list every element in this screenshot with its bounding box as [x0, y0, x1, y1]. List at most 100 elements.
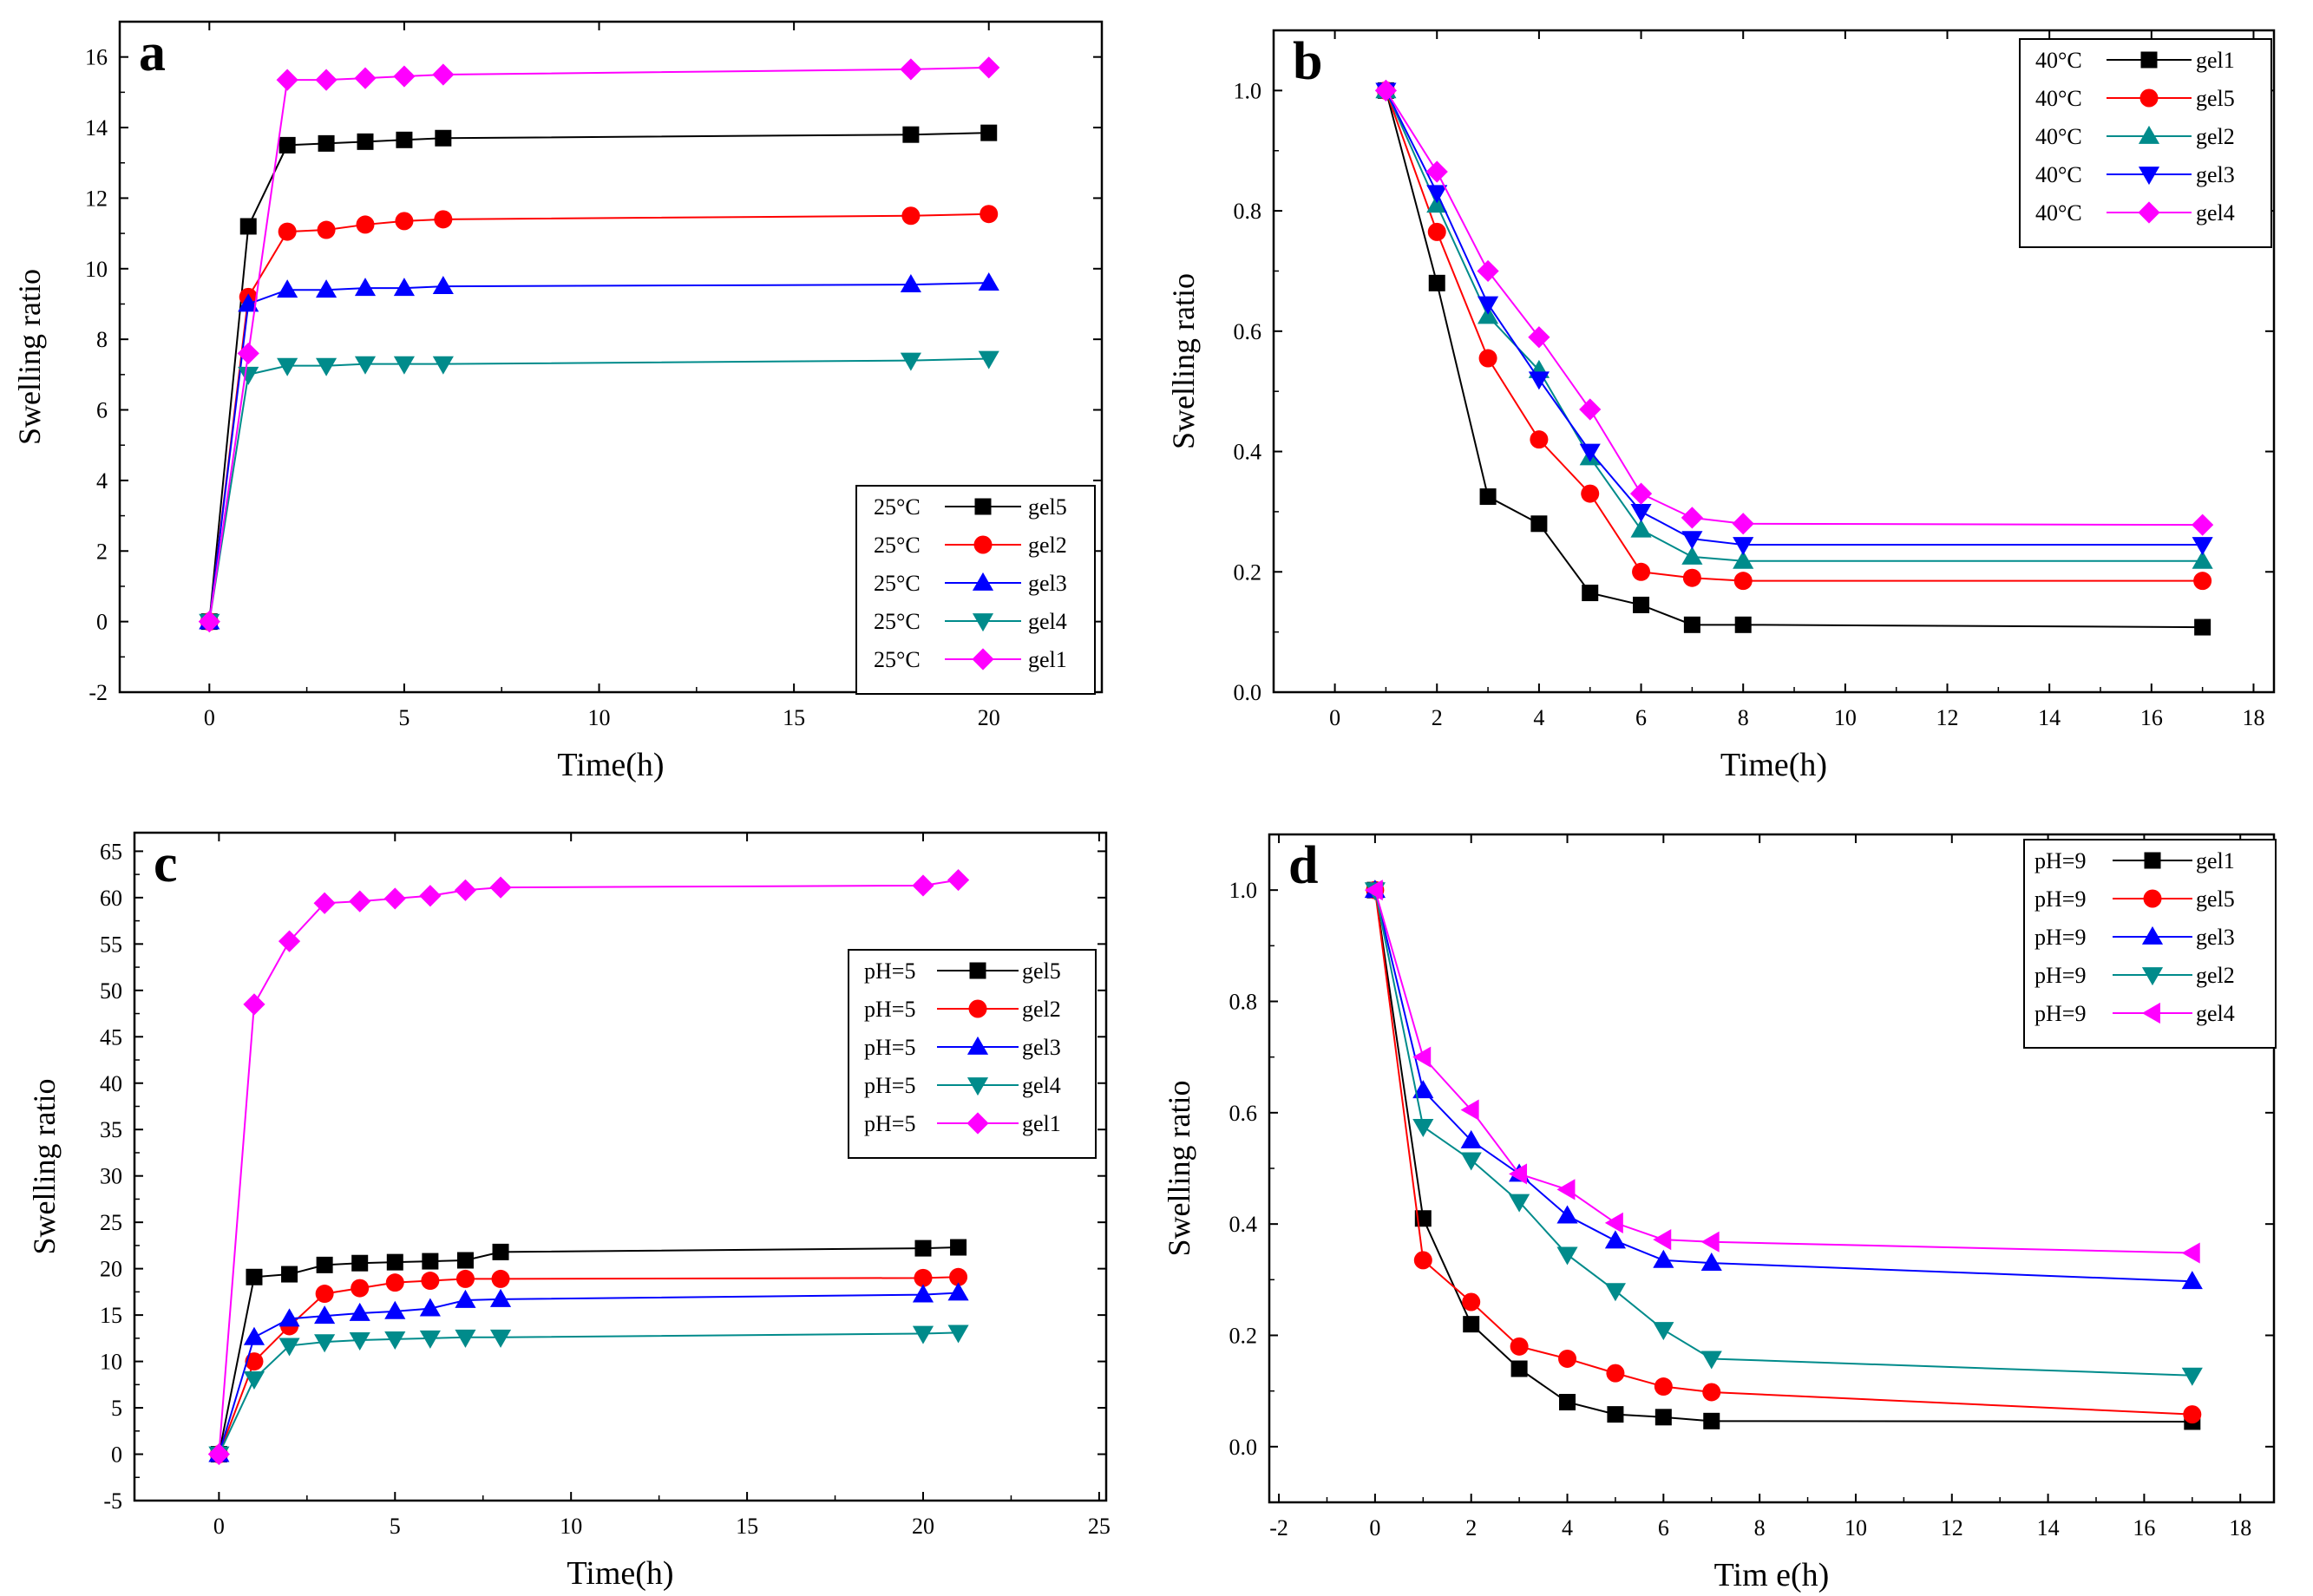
- legend-condition: pH=5: [864, 1035, 915, 1060]
- data-point: [1428, 274, 1445, 291]
- data-point: [1654, 1377, 1673, 1396]
- legend-condition: pH=5: [864, 1111, 915, 1136]
- data-point: [489, 1288, 512, 1307]
- legend-label: gel2: [1022, 997, 1061, 1022]
- y-tick-label: 4: [96, 468, 108, 494]
- data-point: [419, 1298, 441, 1317]
- legend-marker: [2141, 967, 2164, 986]
- x-tick-label: 12: [1936, 705, 1959, 730]
- data-point: [245, 1352, 264, 1371]
- data-point: [349, 1302, 370, 1321]
- series-gel4: [208, 1325, 969, 1465]
- y-axis-label: Swelling ratio: [12, 269, 47, 445]
- data-point: [1426, 185, 1448, 204]
- data-point: [1681, 507, 1703, 529]
- legend-label: gel3: [1028, 571, 1067, 596]
- x-tick-label: 0: [1369, 1515, 1380, 1540]
- data-point: [900, 352, 921, 371]
- data-point: [978, 350, 999, 370]
- series-gel4: [1364, 880, 2200, 1264]
- series-gel1: [207, 868, 970, 1466]
- series-gel2: [209, 1267, 968, 1464]
- series-gel3: [199, 271, 999, 630]
- legend-condition: 25°C: [874, 494, 921, 520]
- x-axis-label: Tim e(h): [1714, 1557, 1830, 1593]
- legend-condition: 40°C: [2035, 124, 2082, 149]
- data-point: [947, 1282, 969, 1301]
- data-point: [393, 356, 415, 375]
- data-point: [1559, 1394, 1576, 1410]
- data-point: [421, 1272, 440, 1291]
- y-tick-label: 6: [96, 398, 108, 423]
- legend-marker: [972, 648, 994, 670]
- y-tick-label: 12: [85, 186, 108, 211]
- data-point: [1463, 1316, 1480, 1333]
- data-point: [1460, 1099, 1479, 1121]
- data-point: [316, 357, 337, 376]
- y-tick-label: 35: [100, 1117, 122, 1142]
- data-point: [239, 218, 257, 235]
- data-point: [1629, 482, 1653, 505]
- data-point: [1477, 259, 1499, 283]
- legend-label: gel3: [2196, 162, 2235, 187]
- series-gel5: [1366, 880, 2202, 1424]
- data-point: [1582, 585, 1599, 602]
- x-tick-label: 14: [2037, 1515, 2060, 1540]
- data-point: [277, 279, 298, 298]
- data-point: [1604, 1212, 1623, 1233]
- y-tick-label: 2: [96, 539, 108, 564]
- data-point: [435, 129, 452, 147]
- x-tick-label: 5: [398, 705, 410, 730]
- chart-panel-a: 0 5 10 15 20 -2 0 2 4 6 8 10 12 14 16 Time(h) Swelling r…: [0, 0, 1156, 798]
- data-point: [357, 133, 374, 150]
- data-point: [318, 134, 335, 152]
- data-point: [278, 222, 297, 241]
- x-tick-label: 8: [1754, 1515, 1766, 1540]
- y-tick-label: 15: [100, 1303, 122, 1328]
- data-point: [1477, 305, 1499, 324]
- legend-condition: pH=9: [2035, 963, 2086, 988]
- x-tick-label: 12: [1941, 1515, 1963, 1540]
- data-point: [432, 276, 454, 295]
- y-axis-label: Swelling ratio: [1166, 273, 1201, 449]
- data-point: [1509, 1163, 1528, 1185]
- data-point: [393, 278, 415, 297]
- data-point: [1510, 1337, 1529, 1356]
- data-point: [314, 1305, 336, 1325]
- y-tick-label: 50: [100, 978, 122, 1004]
- data-point: [1530, 515, 1548, 533]
- data-point: [1556, 1246, 1578, 1266]
- x-axis-label: Time(h): [567, 1555, 673, 1592]
- legend: pH=9 gel1 pH=9 gel5 pH=9 gel3 pH=9 gel2 pH=9 gel4: [2023, 839, 2277, 1049]
- data-point: [1530, 430, 1549, 449]
- legend-marker: [2143, 889, 2162, 908]
- data-point: [246, 1268, 263, 1285]
- x-tick-label: 16: [2133, 1515, 2155, 1540]
- data-point: [393, 65, 416, 88]
- legend-label: gel3: [1022, 1035, 1061, 1060]
- x-tick-label: 14: [2038, 705, 2061, 730]
- data-point: [316, 279, 337, 298]
- data-point: [1653, 1249, 1674, 1268]
- y-tick-label: 0: [96, 610, 108, 635]
- data-point: [1581, 484, 1600, 503]
- data-point: [1654, 1409, 1672, 1426]
- data-point: [2181, 1242, 2200, 1264]
- data-point: [1653, 1322, 1674, 1341]
- y-tick-label: 0.8: [1229, 990, 1258, 1015]
- x-tick-label: 18: [2229, 1515, 2251, 1540]
- data-point: [2181, 1271, 2203, 1290]
- data-point: [1412, 1046, 1432, 1068]
- y-tick-label: 30: [100, 1164, 122, 1189]
- legend-condition: 40°C: [2035, 162, 2082, 187]
- legend-condition: 25°C: [874, 571, 921, 596]
- chart-svg-a: 0 5 10 15 20 -2 0 2 4 6 8 10 12 14 16 Time(h) Swelling r…: [12, 20, 1104, 783]
- data-point: [1700, 1351, 1722, 1370]
- legend-condition: 25°C: [874, 609, 921, 634]
- data-point: [1732, 513, 1754, 535]
- legend-label: gel5: [1022, 958, 1061, 984]
- data-point: [1412, 1080, 1434, 1099]
- data-point: [383, 887, 406, 910]
- chart-svg-b: 0 2 4 6 8 10 12 14 16 18 0.0 0.2 0.4 0.6 0.8 1.0 Time(h)…: [1166, 29, 2276, 783]
- legend-label: gel3: [2196, 925, 2235, 950]
